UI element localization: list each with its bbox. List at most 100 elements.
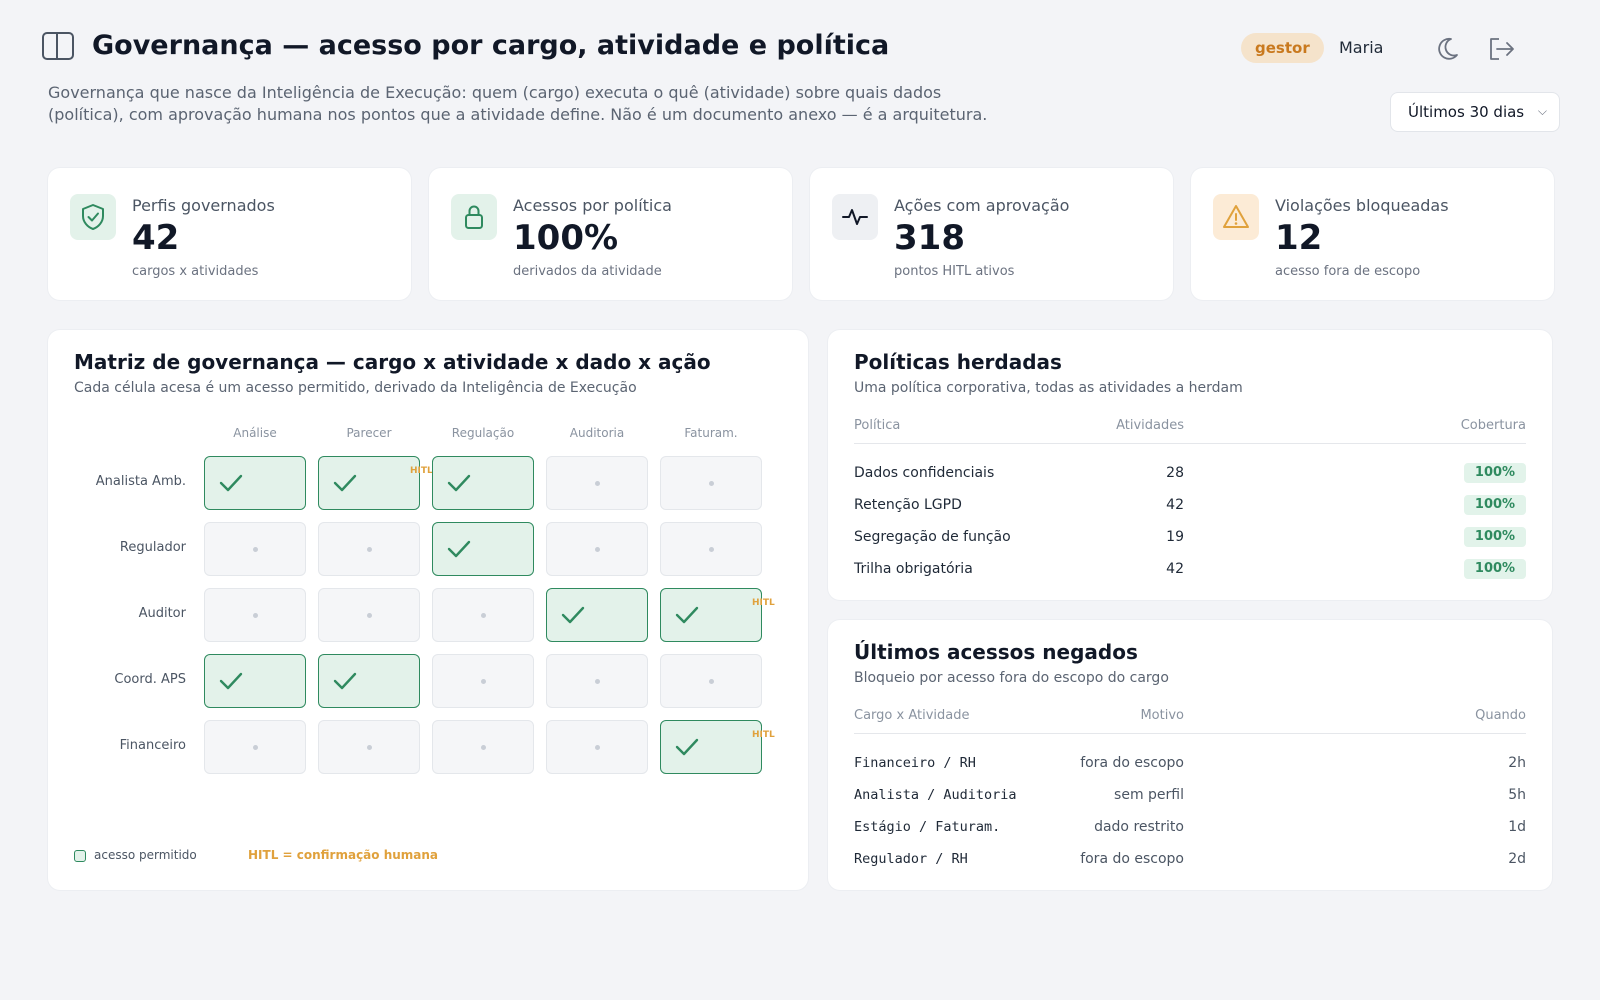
- policy-activities: 19: [1166, 529, 1184, 545]
- check-icon: [675, 738, 699, 756]
- kpi-card-profiles: Perfis governados 42 cargos x atividades: [48, 168, 411, 300]
- matrix-column-header: Análise: [233, 426, 277, 440]
- check-icon: [447, 540, 471, 558]
- coverage-badge: 100%: [1464, 463, 1526, 483]
- page-title: Governança — acesso por cargo, atividade…: [92, 30, 890, 61]
- matrix-cell-empty[interactable]: [204, 522, 306, 576]
- column-header: Política: [854, 418, 901, 433]
- panel-title: Últimos acessos negados: [854, 640, 1138, 664]
- matrix-cell-empty[interactable]: [546, 654, 648, 708]
- matrix-cell-empty[interactable]: [660, 522, 762, 576]
- policy-name: Retenção LGPD: [854, 497, 962, 513]
- denied-access-panel: Últimos acessos negados Bloqueio por ace…: [828, 620, 1552, 890]
- matrix-cell-allowed[interactable]: [546, 588, 648, 642]
- kpi-value: 12: [1275, 218, 1323, 258]
- activity-icon: [832, 194, 878, 240]
- matrix-cell-allowed[interactable]: [204, 654, 306, 708]
- chevron-icon: ⌵: [1537, 104, 1547, 118]
- policy-activities: 42: [1166, 497, 1184, 513]
- hitl-tag: HITL: [410, 466, 433, 476]
- panel-subtitle: Cada célula acesa é um acesso permitido,…: [74, 380, 637, 396]
- matrix-cell-empty[interactable]: [318, 588, 420, 642]
- matrix-cell-allowed[interactable]: [204, 456, 306, 510]
- kpi-sub: pontos HITL ativos: [894, 264, 1015, 279]
- check-icon: [447, 474, 471, 492]
- denied-reason: sem perfil: [1114, 787, 1184, 803]
- matrix-cell-allowed[interactable]: [432, 456, 534, 510]
- hitl-tag: HITL: [752, 598, 775, 608]
- matrix-cell-empty[interactable]: [204, 720, 306, 774]
- column-header: Cargo x Atividade: [854, 708, 970, 723]
- kpi-value: 318: [894, 218, 965, 258]
- matrix-cell-empty[interactable]: [432, 654, 534, 708]
- shield-check-icon: [70, 194, 116, 240]
- matrix-cell-empty[interactable]: [204, 588, 306, 642]
- matrix-cell-empty[interactable]: [546, 456, 648, 510]
- coverage-badge: 100%: [1464, 495, 1526, 515]
- matrix-cell-allowed[interactable]: [318, 654, 420, 708]
- matrix-row-header: Coord. APS: [114, 672, 186, 687]
- kpi-label: Acessos por política: [513, 196, 672, 215]
- page-subtitle: Governança que nasce da Inteligência de …: [48, 82, 1008, 126]
- matrix-cell-allowed[interactable]: [660, 588, 762, 642]
- matrix-cell-empty[interactable]: [660, 654, 762, 708]
- matrix-cell-empty[interactable]: [546, 720, 648, 774]
- denied-reason: fora do escopo: [1080, 851, 1184, 867]
- denied-when: 2h: [1508, 755, 1526, 771]
- coverage-badge: 100%: [1464, 559, 1526, 579]
- legend-swatch: [74, 850, 86, 862]
- matrix-cell-empty[interactable]: [318, 720, 420, 774]
- check-icon: [219, 474, 243, 492]
- panel-title: Matriz de governança — cargo x atividade…: [74, 350, 711, 374]
- period-select-value: Últimos 30 dias: [1408, 103, 1525, 121]
- denied-who: Analista / Auditoria: [854, 787, 1017, 803]
- period-select[interactable]: Últimos 30 dias ⌵: [1390, 92, 1560, 132]
- matrix-cell-allowed[interactable]: [432, 522, 534, 576]
- kpi-value: 100%: [513, 218, 619, 258]
- denied-reason: dado restrito: [1094, 819, 1184, 835]
- legend-hitl: HITL = confirmação humana: [248, 848, 439, 862]
- panel-subtitle: Uma política corporativa, todas as ativi…: [854, 380, 1243, 396]
- column-header: Atividades: [1116, 418, 1184, 433]
- kpi-sub: derivados da atividade: [513, 264, 662, 279]
- kpi-card-violations: Violações bloqueadas 12 acesso fora de e…: [1191, 168, 1554, 300]
- matrix-cell-empty[interactable]: [432, 588, 534, 642]
- column-header: Cobertura: [1460, 418, 1526, 433]
- kpi-sub: cargos x atividades: [132, 264, 259, 279]
- kpi-value: 42: [132, 218, 180, 258]
- panel-title: Políticas herdadas: [854, 350, 1062, 374]
- matrix-cell-allowed[interactable]: [318, 456, 420, 510]
- subtitle-line: Governança que nasce da Inteligência de …: [48, 83, 942, 102]
- check-icon: [333, 474, 357, 492]
- warning-icon: [1213, 194, 1259, 240]
- check-icon: [333, 672, 357, 690]
- lock-icon: [451, 194, 497, 240]
- matrix-cell-allowed[interactable]: [660, 720, 762, 774]
- matrix-cell-empty[interactable]: [432, 720, 534, 774]
- logout-icon[interactable]: [1488, 36, 1516, 62]
- kpi-card-policy-access: Acessos por política 100% derivados da a…: [429, 168, 792, 300]
- matrix-column-header: Auditoria: [569, 426, 625, 440]
- sidebar-toggle-icon[interactable]: [42, 32, 74, 60]
- divider: [854, 733, 1526, 734]
- denied-who: Financeiro / RH: [854, 755, 976, 771]
- kpi-label: Violações bloqueadas: [1275, 196, 1449, 215]
- coverage-badge: 100%: [1464, 527, 1526, 547]
- denied-who: Regulador / RH: [854, 851, 968, 867]
- user-name[interactable]: Maria: [1339, 38, 1384, 57]
- matrix-row-header: Analista Amb.: [95, 474, 186, 489]
- matrix-cell-empty[interactable]: [546, 522, 648, 576]
- moon-icon[interactable]: [1434, 36, 1460, 62]
- matrix-cell-empty[interactable]: [318, 522, 420, 576]
- subtitle-line: (política), com aprovação humana nos pon…: [48, 105, 988, 124]
- matrix-column-header: Parecer: [346, 426, 392, 440]
- header: Governança — acesso por cargo, atividade…: [42, 30, 1562, 70]
- policy-activities: 28: [1166, 465, 1184, 481]
- kpi-sub: acesso fora de escopo: [1275, 264, 1421, 279]
- denied-when: 5h: [1508, 787, 1526, 803]
- check-icon: [219, 672, 243, 690]
- kpi-label: Perfis governados: [132, 196, 275, 215]
- matrix-cell-empty[interactable]: [660, 456, 762, 510]
- matrix-column-header: Faturam.: [684, 426, 738, 440]
- kpi-label: Ações com aprovação: [894, 196, 1070, 215]
